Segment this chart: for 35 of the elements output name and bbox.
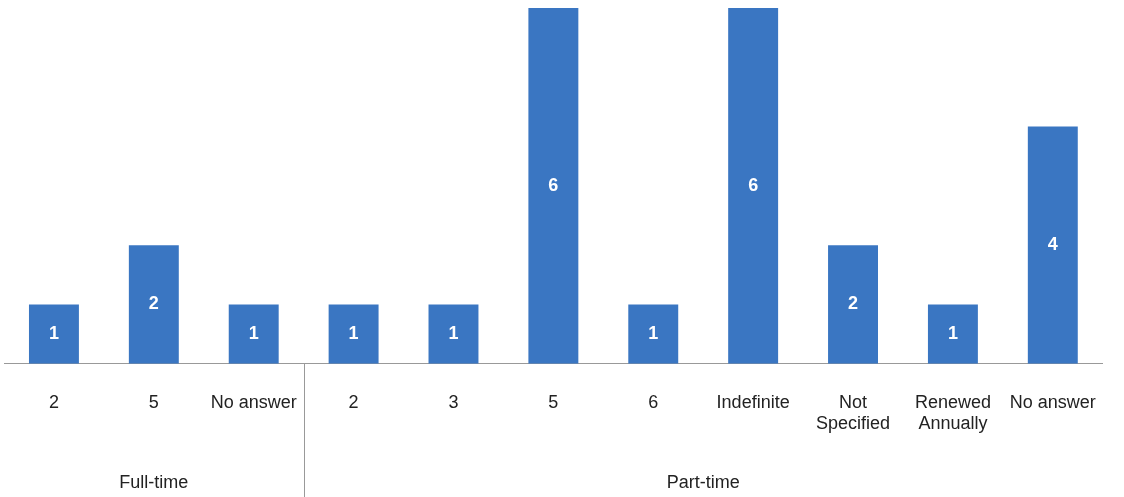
data-label: 1	[248, 323, 259, 344]
data-label: 1	[947, 323, 958, 344]
bar	[328, 304, 379, 364]
text: Full-time	[119, 471, 189, 492]
data-label: 4	[1047, 234, 1058, 255]
bar	[728, 8, 779, 364]
x-tick-label: 5	[548, 391, 559, 412]
x-tick-label: 2	[348, 391, 359, 412]
data-label: 1	[348, 323, 359, 344]
bar	[1027, 126, 1078, 364]
x-tick-label: Indefinite	[716, 391, 790, 412]
text: Part-time	[666, 471, 740, 492]
data-label: 1	[48, 323, 59, 344]
x-tick-label: 5	[148, 391, 159, 412]
x-tick-label: 6	[648, 391, 659, 412]
data-label: 2	[848, 293, 859, 314]
data-label: 2	[148, 293, 159, 314]
x-tick-label: 3	[448, 391, 459, 412]
data-label: 1	[448, 323, 459, 344]
data-label: 6	[548, 174, 559, 195]
x-tick-label: No answer	[1009, 391, 1096, 412]
bar	[927, 304, 978, 364]
bar	[28, 304, 79, 364]
x-tick-label: Not Specified	[816, 391, 891, 434]
bar	[428, 304, 479, 364]
bar	[828, 245, 878, 364]
bar	[228, 304, 279, 364]
bar	[128, 245, 179, 364]
bar	[528, 8, 579, 364]
x-tick-label: 2	[48, 391, 59, 412]
data-label: 1	[648, 323, 659, 344]
x-tick-label: Renewed Annually	[914, 391, 991, 434]
bar	[628, 304, 679, 364]
x-tick-label: No answer	[210, 391, 297, 412]
data-label: 6	[748, 174, 759, 195]
